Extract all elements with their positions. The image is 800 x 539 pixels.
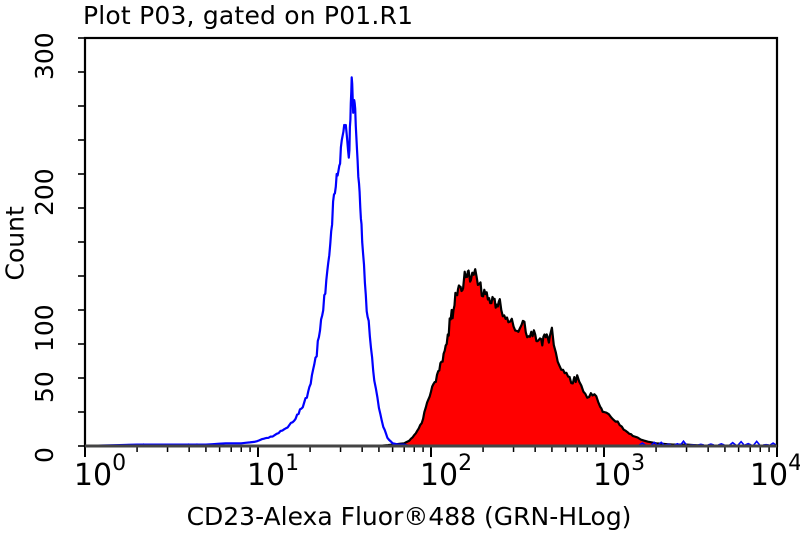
x-tick-label-1e0: 100 [73, 451, 127, 493]
y-tick-label-50: 50 [30, 371, 59, 403]
y-tick-label-0: 0 [30, 447, 59, 463]
cd23-stained-histogram [377, 268, 779, 448]
x-tick-label-1e3: 103 [592, 451, 646, 493]
y-tick-label-200: 200 [30, 168, 59, 216]
y-axis-label: Count [0, 206, 30, 281]
x-tick-label-1e2: 102 [419, 451, 473, 493]
x-tick-label-1e4: 104 [749, 451, 800, 493]
x-axis-label: CD23-Alexa Fluor®488 (GRN-HLog) [186, 502, 632, 531]
y-axis-ticks [78, 37, 85, 447]
y-tick-label-100: 100 [30, 304, 59, 352]
plot-frame [83, 36, 779, 448]
x-tick-label-1e1: 101 [246, 451, 300, 493]
y-tick-label-300: 300 [30, 32, 59, 80]
plot-title: Plot P03, gated on P01.R1 [83, 1, 414, 30]
isotype-control-histogram [84, 76, 410, 448]
x-axis-ticks [84, 446, 778, 457]
